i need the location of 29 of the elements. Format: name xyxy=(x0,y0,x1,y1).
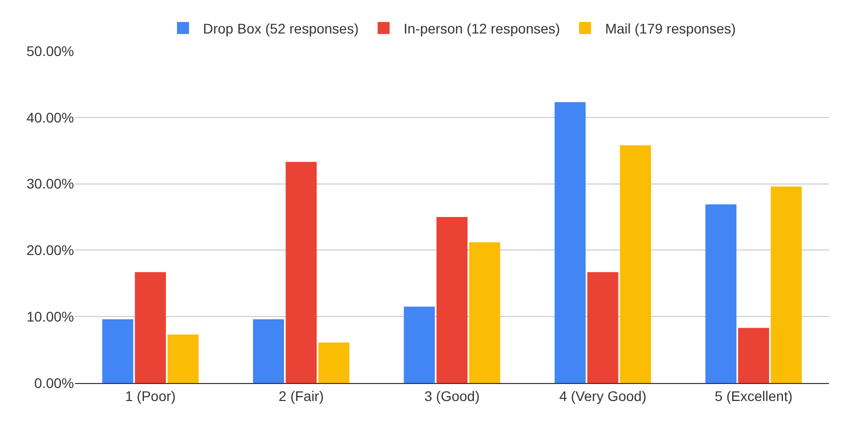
y-tick-label: 20.00% xyxy=(26,242,74,258)
bar xyxy=(705,204,736,383)
x-tick-label: 5 (Excellent) xyxy=(714,388,793,404)
bar xyxy=(469,242,500,383)
bar xyxy=(286,162,317,383)
y-tick-label: 40.00% xyxy=(26,109,74,126)
y-tick-label: 30.00% xyxy=(26,176,74,192)
bar xyxy=(318,342,350,383)
bar xyxy=(587,272,618,383)
bar xyxy=(102,319,134,383)
x-tick-label: 3 (Good) xyxy=(424,388,480,404)
legend-label: Mail (179 responses) xyxy=(605,20,736,36)
bar xyxy=(770,186,802,383)
bar xyxy=(738,328,770,383)
bar xyxy=(554,102,586,383)
x-tick-label: 1 (Poor) xyxy=(125,388,176,404)
bar xyxy=(168,334,199,383)
y-tick-label: 50.00% xyxy=(26,42,74,59)
bar xyxy=(620,145,651,383)
bar xyxy=(253,319,284,383)
bar xyxy=(436,217,468,383)
legend-label: Drop Box (52 responses) xyxy=(203,20,359,36)
y-tick-label: 10.00% xyxy=(26,308,74,324)
x-tick-label: 2 (Fair) xyxy=(278,388,324,404)
x-tick-label: 4 (Very Good) xyxy=(559,388,646,404)
bar xyxy=(134,272,166,383)
bar xyxy=(404,306,435,383)
y-tick-label: 0.00% xyxy=(34,374,74,391)
legend-label: In-person (12 responses) xyxy=(404,20,560,36)
